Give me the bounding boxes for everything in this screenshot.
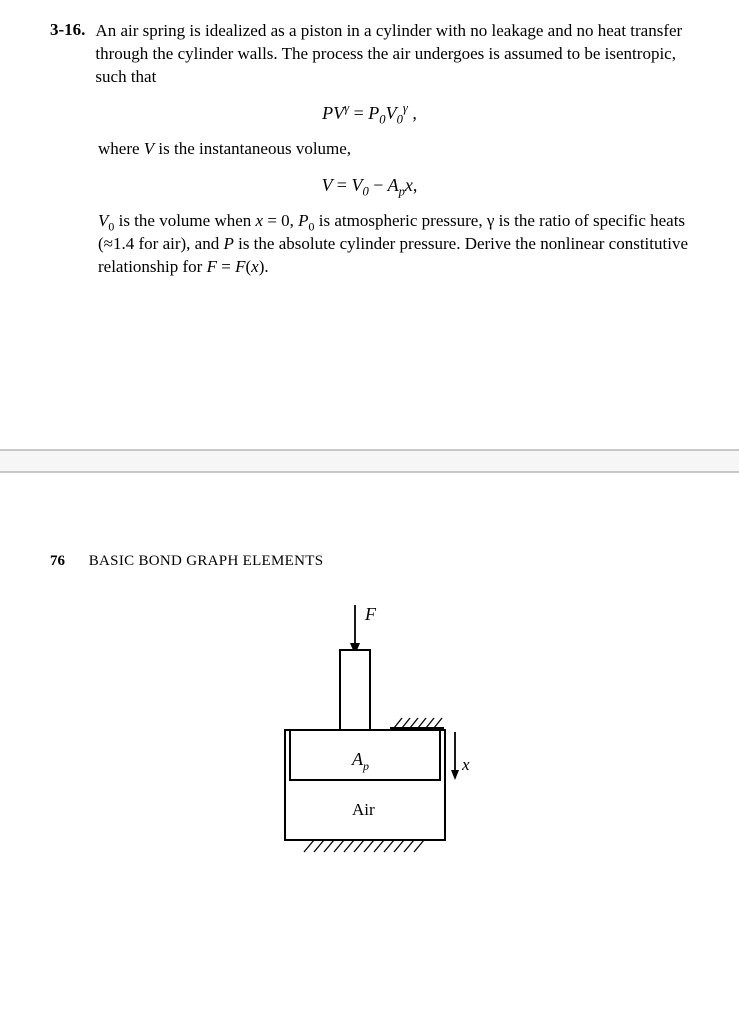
top-hatch [390, 718, 444, 728]
air-label: Air [352, 800, 375, 819]
section-title: BASIC BOND GRAPH ELEMENTS [89, 553, 324, 569]
figure: F Ap Air x [50, 600, 689, 860]
x-label: x [461, 755, 470, 774]
page-header: 76 BASIC BOND GRAPH ELEMENTS [50, 553, 689, 570]
equation-2: V = V0 − Apx, [50, 175, 689, 196]
problem-para-1: An air spring is idealized as a piston i… [95, 20, 689, 89]
ground-hatch [300, 840, 430, 852]
force-label: F [364, 604, 377, 624]
page-number: 76 [50, 553, 65, 569]
problem-para-3: V0 is the volume when x = 0, P0 is atmos… [98, 210, 689, 279]
problem-number: 3-16. [50, 20, 85, 40]
equation-1: PVγ = P0V0γ , [50, 103, 689, 124]
page-divider [0, 449, 739, 473]
piston-diagram: F Ap Air x [240, 600, 500, 860]
problem-para-2: where V is the instantaneous volume, [98, 138, 689, 161]
